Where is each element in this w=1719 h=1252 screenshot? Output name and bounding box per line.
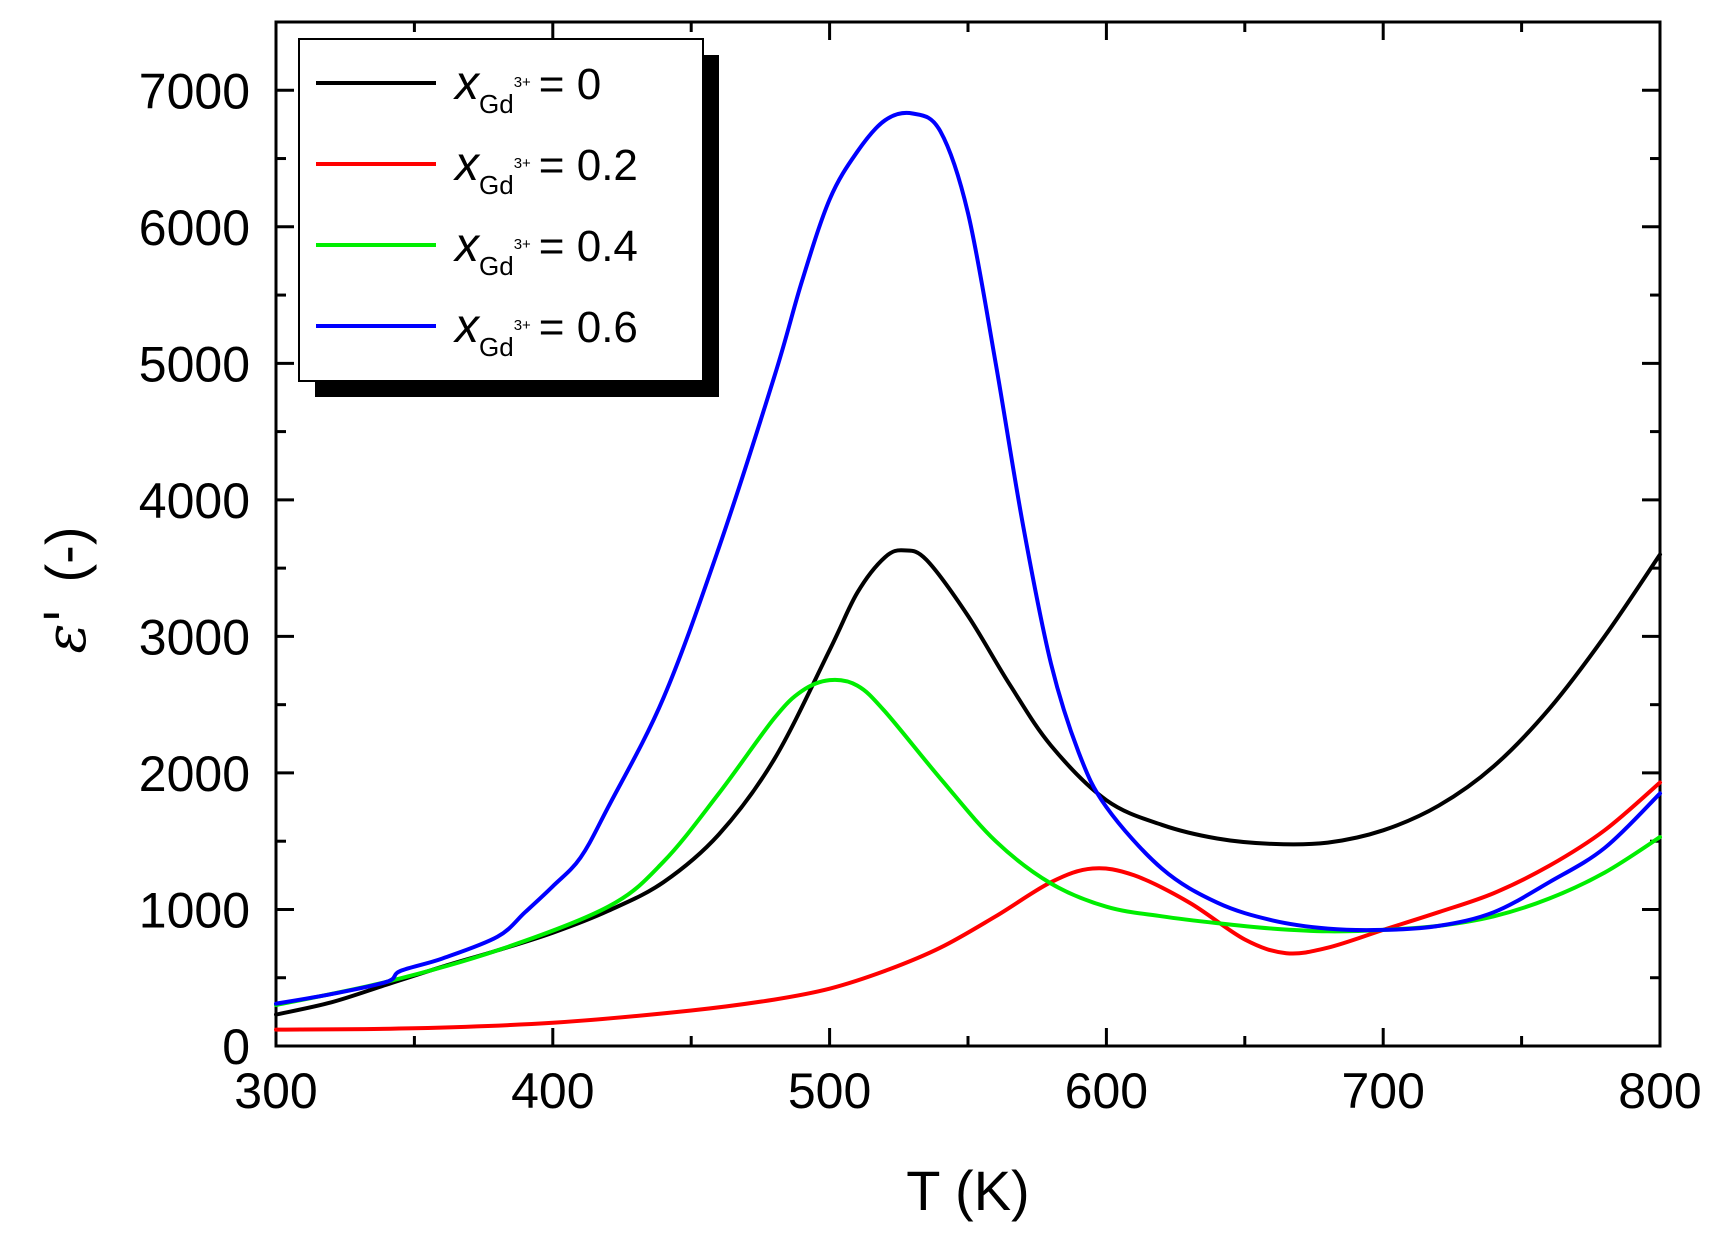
svg-text:ε' (-): ε' (-) — [34, 527, 99, 654]
series-lines — [274, 110, 1662, 1032]
legend: xGd3+ = 0 xGd3+ = 0.2 xGd3+ = 0.4 xGd3+ = 0.6 — [298, 38, 719, 397]
y-axis-unit: (-) — [34, 527, 97, 583]
x-tick-label: 300 — [234, 1063, 317, 1119]
legend-label-1: xGd3+ = 0.2 — [453, 138, 638, 200]
y-tick-label: 2000 — [139, 746, 250, 802]
x-tick-label: 800 — [1618, 1063, 1701, 1119]
x-tick-label: 600 — [1065, 1063, 1148, 1119]
legend-label-2: xGd3+ = 0.4 — [453, 219, 638, 281]
y-tick-label: 0 — [222, 1019, 250, 1075]
x-axis-ticks: 300 400 500 600 700 800 — [234, 22, 1702, 1119]
series-line-3 — [274, 110, 1662, 1006]
x-tick-label: 400 — [511, 1063, 594, 1119]
series-line-2 — [274, 677, 1662, 1007]
y-tick-label: 5000 — [139, 336, 250, 392]
legend-label-0: xGd3+ = 0 — [453, 57, 601, 119]
y-tick-label: 7000 — [139, 63, 250, 119]
y-axis-title: ε' (-) — [34, 527, 99, 654]
y-tick-label: 3000 — [139, 609, 250, 665]
y-tick-label: 1000 — [139, 882, 250, 938]
y-axis-ticks: 0 1000 2000 3000 4000 5000 6000 7000 — [139, 20, 1660, 1075]
x-tick-label: 700 — [1341, 1063, 1424, 1119]
series-line-1 — [274, 780, 1662, 1032]
x-tick-label: 500 — [788, 1063, 871, 1119]
y-tick-label: 6000 — [139, 200, 250, 256]
legend-label-3: xGd3+ = 0.6 — [453, 300, 638, 362]
y-tick-label: 4000 — [139, 473, 250, 529]
x-axis-title: T (K) — [906, 1159, 1029, 1222]
y-axis-symbol: ε' — [34, 608, 99, 653]
